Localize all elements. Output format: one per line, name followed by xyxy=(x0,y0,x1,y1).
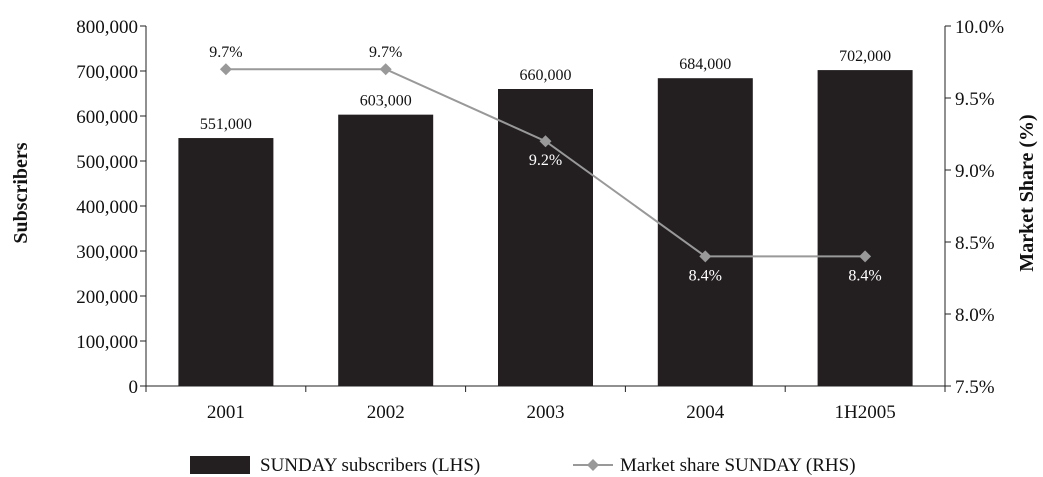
bar xyxy=(178,138,274,386)
legend-line-label: Market share SUNDAY (RHS) xyxy=(620,455,856,476)
legend-line-marker xyxy=(587,459,599,471)
x-tick-label: 1H2005 xyxy=(834,402,895,423)
legend-bar-label: SUNDAY subscribers (LHS) xyxy=(260,455,480,476)
line-value-label: 9.7% xyxy=(369,44,402,61)
line-marker xyxy=(539,135,552,148)
line-marker xyxy=(379,63,392,76)
y-tick-label-right: 9.0% xyxy=(955,161,995,182)
line-marker xyxy=(859,250,872,263)
bar xyxy=(657,78,753,386)
line-series xyxy=(219,63,872,263)
legend: SUNDAY subscribers (LHS) Market share SU… xyxy=(190,455,856,476)
y-tick-label-right: 8.5% xyxy=(955,233,995,254)
y-tick-label-right: 7.5% xyxy=(955,377,995,398)
line-value-label: 8.4% xyxy=(848,267,881,284)
bar-value-label: 551,000 xyxy=(200,116,252,133)
bar-value-label: 660,000 xyxy=(520,67,572,84)
bar-value-label: 684,000 xyxy=(679,56,731,73)
y-tick-label-right: 8.0% xyxy=(955,305,995,326)
bar xyxy=(498,89,593,386)
y-tick-label-left: 100,000 xyxy=(76,332,138,353)
y-tick-label-left: 300,000 xyxy=(76,242,138,263)
legend-bar-swatch xyxy=(190,456,250,474)
line-value-label: 9.7% xyxy=(209,44,242,61)
y-tick-label-left: 0 xyxy=(129,377,139,398)
bar-value-label: 603,000 xyxy=(360,93,412,110)
data-labels: 551,000 603,000 660,000 684,000 702,000 9.7% 9… xyxy=(200,44,891,284)
x-tick-label: 2003 xyxy=(527,402,565,423)
y-axis-title-right: Market Share (%) xyxy=(1016,114,1038,271)
y-tick-label-left: 400,000 xyxy=(76,197,138,218)
x-tick-label: 2004 xyxy=(686,402,725,423)
y-tick-label-left: 800,000 xyxy=(76,17,138,38)
bar-series xyxy=(178,70,913,387)
y-tick-label-right: 9.5% xyxy=(955,89,995,110)
bar-value-label: 702,000 xyxy=(839,48,891,65)
y-tick-label-left: 200,000 xyxy=(76,287,138,308)
line-value-label: 9.2% xyxy=(529,152,562,169)
bar xyxy=(338,114,434,387)
x-tick-label: 2001 xyxy=(207,402,245,423)
line-value-label: 8.4% xyxy=(689,267,722,284)
axes: 0 100,000 200,000 300,000 400,000 500,000 600,… xyxy=(76,17,1004,423)
x-tick-label: 2002 xyxy=(367,402,405,423)
bar xyxy=(817,70,913,386)
y-tick-label-left: 700,000 xyxy=(76,62,138,83)
y-axis-title-left: Subscribers xyxy=(10,142,32,243)
line-marker xyxy=(699,250,712,263)
line-marker xyxy=(219,63,232,76)
y-tick-label-right: 10.0% xyxy=(955,17,1004,38)
y-tick-label-left: 600,000 xyxy=(76,107,138,128)
y-tick-label-left: 500,000 xyxy=(76,152,138,173)
